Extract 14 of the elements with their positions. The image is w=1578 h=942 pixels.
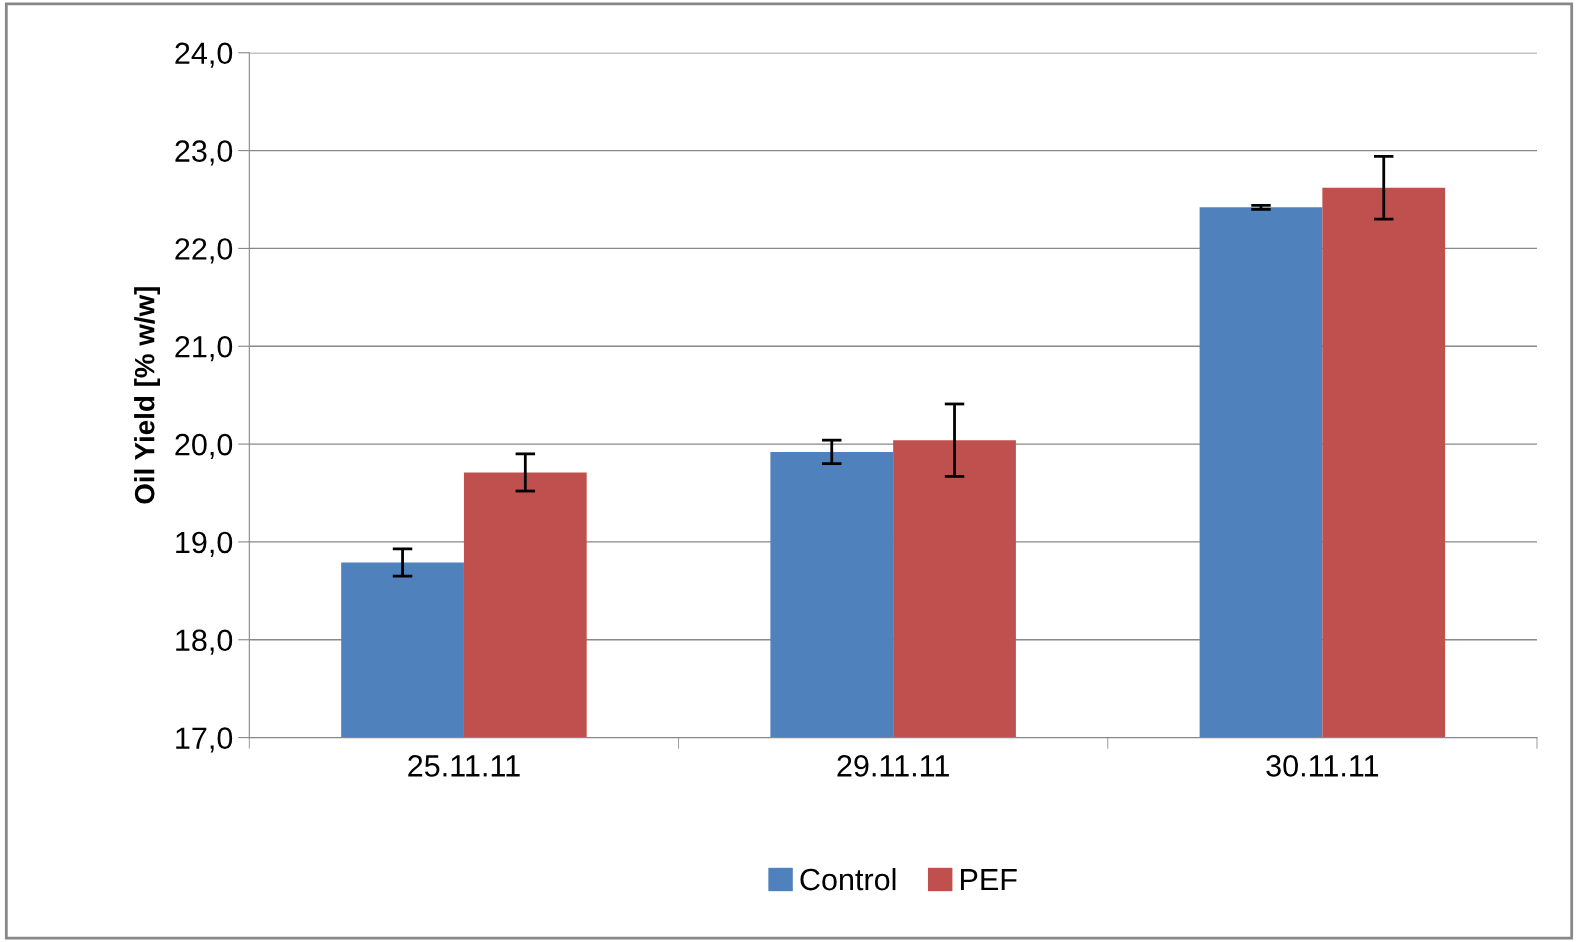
legend-label: PEF: [961, 869, 1017, 891]
y-tick-label: 17,0: [176, 727, 233, 753]
y-tick-label: 20,0: [175, 433, 233, 460]
y-axis-title: Oil Yield [% w/w]: [134, 287, 160, 504]
y-tick-label: 23,0: [175, 140, 233, 166]
x-tick-label: 29.11.11: [837, 755, 949, 777]
y-tick-label: 24,0: [175, 42, 233, 68]
y-tick-label: 19,0: [176, 531, 233, 557]
legend-label: Control: [800, 867, 896, 891]
y-tick-label: 18,0: [176, 629, 233, 655]
y-tick-label: 21,0: [175, 335, 233, 362]
y-tick-label: 22,0: [175, 238, 233, 264]
x-tick-label: 30.11.11: [1266, 755, 1379, 777]
x-tick-label: 25.11.11: [408, 755, 520, 777]
